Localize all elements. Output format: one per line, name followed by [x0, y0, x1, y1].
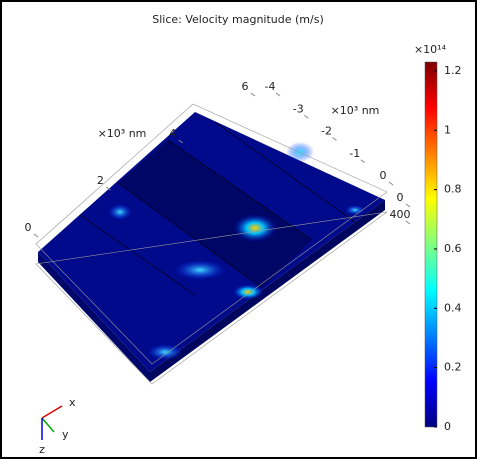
- colorbar-scale-label: ×10¹⁴: [414, 43, 447, 56]
- y-tick-label: -3: [293, 102, 304, 115]
- x-tick-label: 4: [169, 127, 176, 140]
- x-tick-label: 0: [25, 221, 32, 234]
- colorbar-tick-label: 0.8: [444, 183, 462, 196]
- colorbar-tick-label: 1.2: [444, 64, 462, 77]
- x-axis-label: ×10³ nm: [98, 127, 147, 140]
- y-tick-label: -1: [349, 147, 360, 160]
- chart: Slice: Velocity magnitude (m/s) ×10³ nm …: [0, 0, 477, 459]
- triad-label: x: [69, 396, 76, 409]
- y-tick-label: -2: [321, 125, 332, 138]
- colorbar-tick-label: 1: [444, 123, 451, 136]
- z-tick-label: 400: [390, 208, 411, 221]
- colorbar-tick-label: 0.4: [444, 301, 462, 314]
- triad-label: y: [62, 428, 69, 441]
- colorbar-tick-label: 0: [444, 420, 451, 433]
- colorbar: [425, 62, 437, 427]
- x-tick-label: 2: [97, 174, 104, 187]
- y-tick-label: 0: [380, 169, 387, 182]
- chart-title: Slice: Velocity magnitude (m/s): [152, 13, 324, 26]
- y-tick-label: -4: [265, 80, 276, 93]
- y-axis-label: ×10³ nm: [331, 104, 380, 117]
- colorbar-tick-label: 0.2: [444, 361, 462, 374]
- z-tick-label: 0: [397, 191, 404, 204]
- colorbar-tick-label: 0.6: [444, 242, 462, 255]
- x-tick-label: 6: [242, 80, 249, 93]
- triad-label: z: [39, 443, 45, 456]
